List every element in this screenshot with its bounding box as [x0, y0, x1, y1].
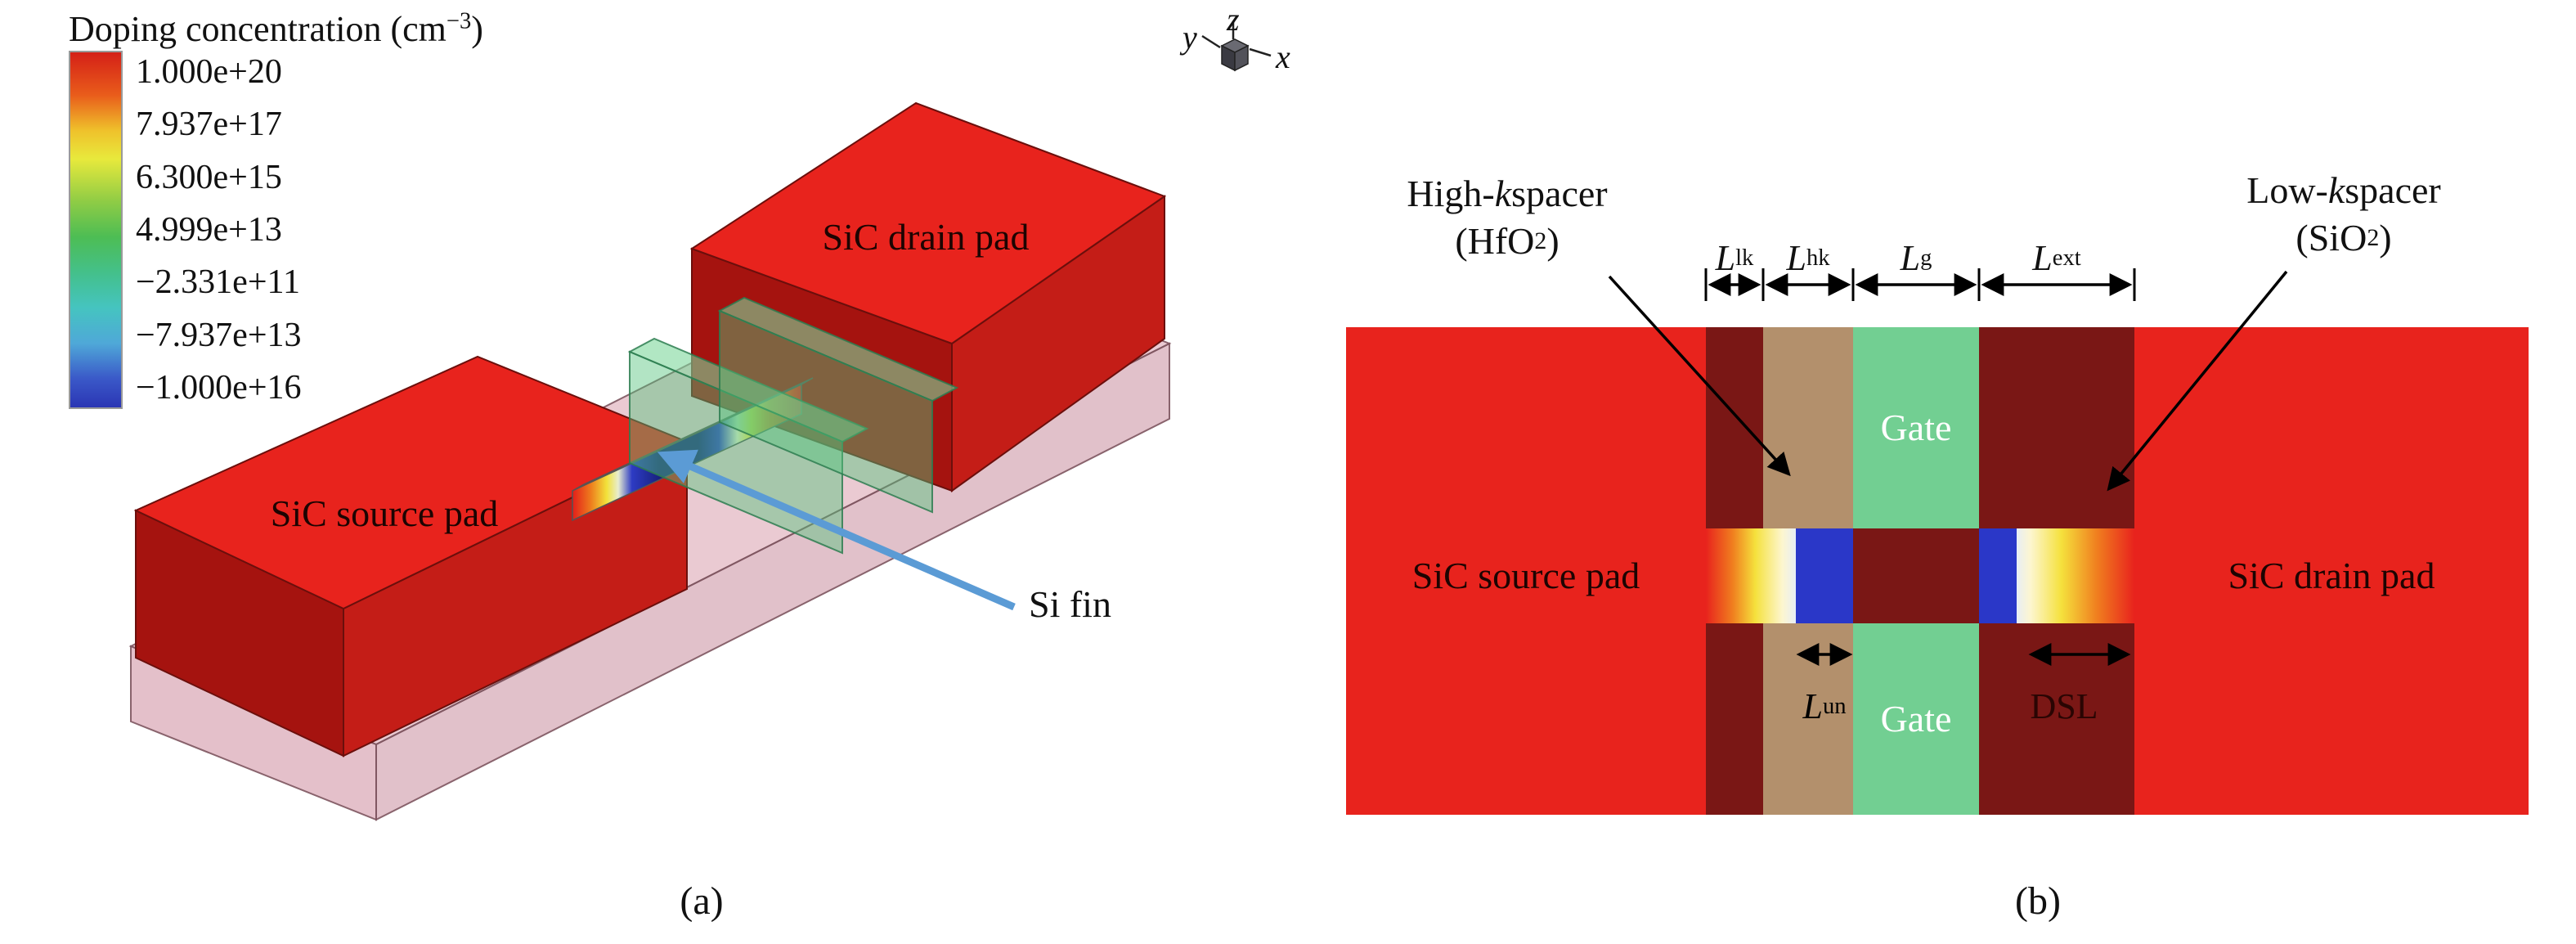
- sio2-pre: (SiO: [2296, 216, 2367, 258]
- high-k-post: spacer: [1511, 172, 1608, 214]
- caption-b: (b): [2015, 879, 2061, 924]
- low-k-formula: (SiO 2): [2139, 216, 2548, 260]
- colorbar-tick: −7.937e+13: [136, 317, 302, 354]
- gate-bottom-region: Gate: [1853, 623, 1979, 815]
- high-k-italic: k: [1494, 172, 1512, 214]
- legend-title-text: Doping concentration (cm: [69, 9, 447, 49]
- source-pad-3d: [133, 355, 689, 757]
- dsl-label: DSL: [2030, 686, 2098, 726]
- colorbar-tick: −1.000e+16: [136, 369, 302, 407]
- colorbar-tick: −2.331e+11: [136, 263, 300, 301]
- sio2-sub: 2: [2367, 223, 2380, 251]
- colorbar-tick: 6.300e+15: [136, 159, 282, 196]
- llk-main: L: [1715, 237, 1736, 278]
- drain-pad-label: SiC drain pad: [822, 215, 1030, 258]
- lext-main: L: [2032, 237, 2053, 278]
- hfo2-pre: (HfO: [1455, 219, 1535, 262]
- llk-sub: lk: [1735, 245, 1754, 271]
- lhk-main: L: [1786, 237, 1806, 278]
- colorbar-tick: 4.999e+13: [136, 211, 282, 249]
- doping-colorbar: [69, 51, 123, 409]
- legend-title: Doping concentration (cm−3): [69, 8, 483, 50]
- channel-doping-gradient-right: [2017, 528, 2134, 623]
- axis-y-label: y: [1183, 19, 1197, 56]
- axis-x-label: x: [1276, 38, 1290, 75]
- lhk-sub: hk: [1806, 245, 1830, 271]
- hfo2-post: ): [1546, 219, 1560, 262]
- caption-a: (a): [680, 879, 724, 924]
- low-k-pre: Low-: [2246, 169, 2328, 211]
- hfo2-sub: 2: [1534, 227, 1547, 254]
- channel-blue-right: [1979, 528, 2017, 623]
- source-pad-label: SiC source pad: [270, 492, 499, 534]
- drain-pad-label-b: SiC drain pad: [2228, 554, 2435, 596]
- gate-walls-3d: [627, 296, 959, 555]
- source-pad-label-b: SiC source pad: [1411, 554, 1640, 596]
- low-k-post: spacer: [2345, 169, 2441, 211]
- high-k-pre: High-: [1407, 172, 1495, 214]
- channel-blue-left: [1796, 528, 1853, 623]
- axis-z-label: z: [1227, 1, 1240, 38]
- colorbar-tick: 1.000e+20: [136, 53, 282, 91]
- legend-title-close: ): [471, 9, 483, 49]
- lext-sub: ext: [2052, 245, 2081, 271]
- axes-cube-icon: [1201, 21, 1272, 72]
- lg-sub: g: [1920, 245, 1932, 271]
- legend-title-sup: −3: [446, 8, 472, 34]
- lun-sub: un: [1822, 693, 1847, 719]
- high-k-spacer-label: High-k spacer: [1303, 172, 1712, 216]
- high-k-formula: (HfO 2): [1303, 219, 1712, 263]
- si-fin-label: Si fin: [1029, 583, 1111, 625]
- low-k-spacer-label: Low-k spacer: [2139, 169, 2548, 213]
- sio2-post: ): [2379, 216, 2392, 258]
- lun-main: L: [1802, 686, 1823, 726]
- low-k-italic: k: [2327, 169, 2345, 211]
- lg-main: L: [1900, 237, 1921, 278]
- device-3d-view: [128, 21, 1272, 821]
- colorbar-tick: 7.937e+17: [136, 106, 282, 143]
- channel-doping-gradient-left: [1706, 528, 1796, 623]
- si-fin-arrow: [657, 449, 1016, 611]
- gate-top-region: Gate: [1853, 327, 1979, 528]
- channel-under-gate: [1853, 528, 1979, 623]
